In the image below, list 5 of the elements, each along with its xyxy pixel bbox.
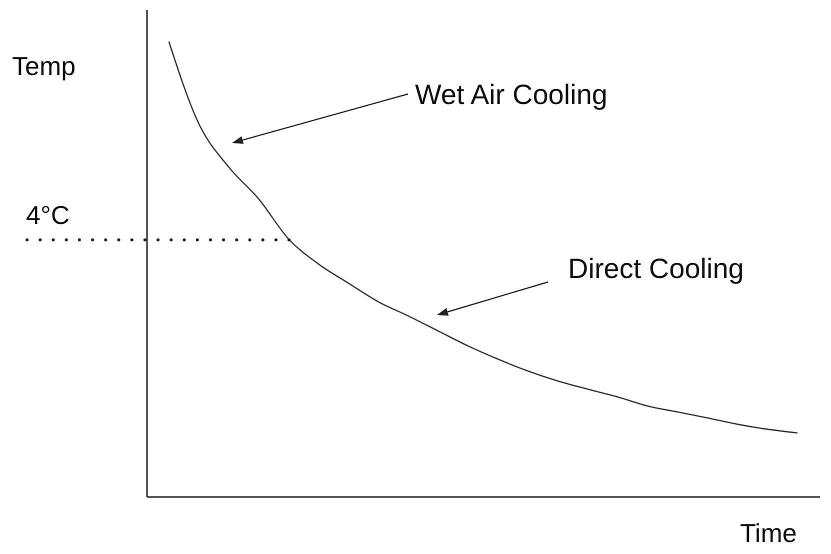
x-axis-title: Time [740,518,797,548]
y-axis-title: Temp [12,51,76,81]
annotation: Direct Cooling [568,253,744,284]
annotation: Wet Air Cooling [415,79,608,110]
ref-line-label: 4°C [26,200,70,230]
